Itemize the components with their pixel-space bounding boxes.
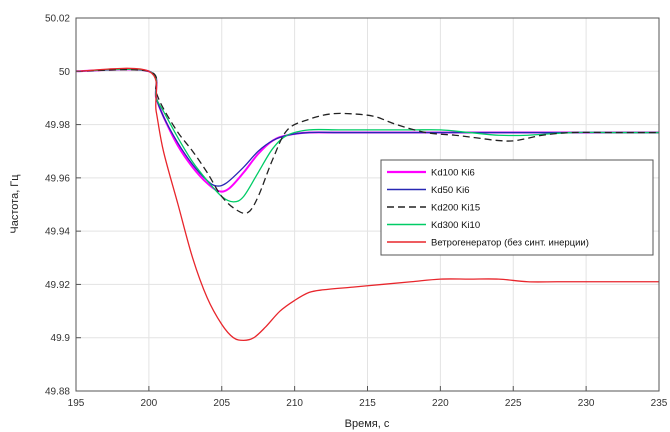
x-tick-label: 195 <box>68 398 85 409</box>
x-tick-label: 230 <box>578 398 595 409</box>
series-lines <box>75 67 659 342</box>
legend-label: Kd300 Ki10 <box>431 220 480 231</box>
y-tick-label: 49.94 <box>45 227 70 238</box>
x-tick-label: 205 <box>213 398 230 409</box>
legend-label: Kd50 Ki6 <box>431 185 470 196</box>
legend-label: Ветрогенератор (без синт. инерции) <box>431 238 589 249</box>
series-line-4 <box>75 68 659 203</box>
y-tick-label: 50.02 <box>45 14 70 25</box>
x-tick-label: 225 <box>505 398 522 409</box>
legend-box <box>380 159 654 256</box>
legend-label: Kd200 Ki15 <box>431 203 480 214</box>
y-axis-label: Частота, Гц <box>9 174 21 234</box>
legend: Kd100 Ki6 Kd50 Ki6 Kd200 Ki15 Kd300 Ki10 Вет… <box>380 159 654 256</box>
series-line-5 <box>75 67 659 342</box>
series-line-2 <box>75 68 659 187</box>
x-tick-label: 215 <box>359 398 376 409</box>
y-tick-label: 49.98 <box>45 120 70 131</box>
y-tick-label: 49.88 <box>45 387 70 398</box>
series-line-3 <box>75 69 659 215</box>
x-tick-label: 210 <box>286 398 303 409</box>
legend-label: Kd100 Ki6 <box>431 168 475 179</box>
y-tick-label: 49.9 <box>51 333 71 344</box>
x-axis-label: Время, с <box>345 418 390 430</box>
y-tick-label: 49.96 <box>45 173 70 184</box>
x-tick-label: 235 <box>651 398 668 409</box>
y-tick-label: 49.92 <box>45 280 70 291</box>
x-tick-label: 220 <box>432 398 449 409</box>
axis-ticks: 195 200 205 210 215 220 225 230 235 49.88 49.9 49.9… <box>45 14 668 410</box>
y-tick-label: 50 <box>59 67 71 78</box>
x-tick-label: 200 <box>141 398 158 409</box>
